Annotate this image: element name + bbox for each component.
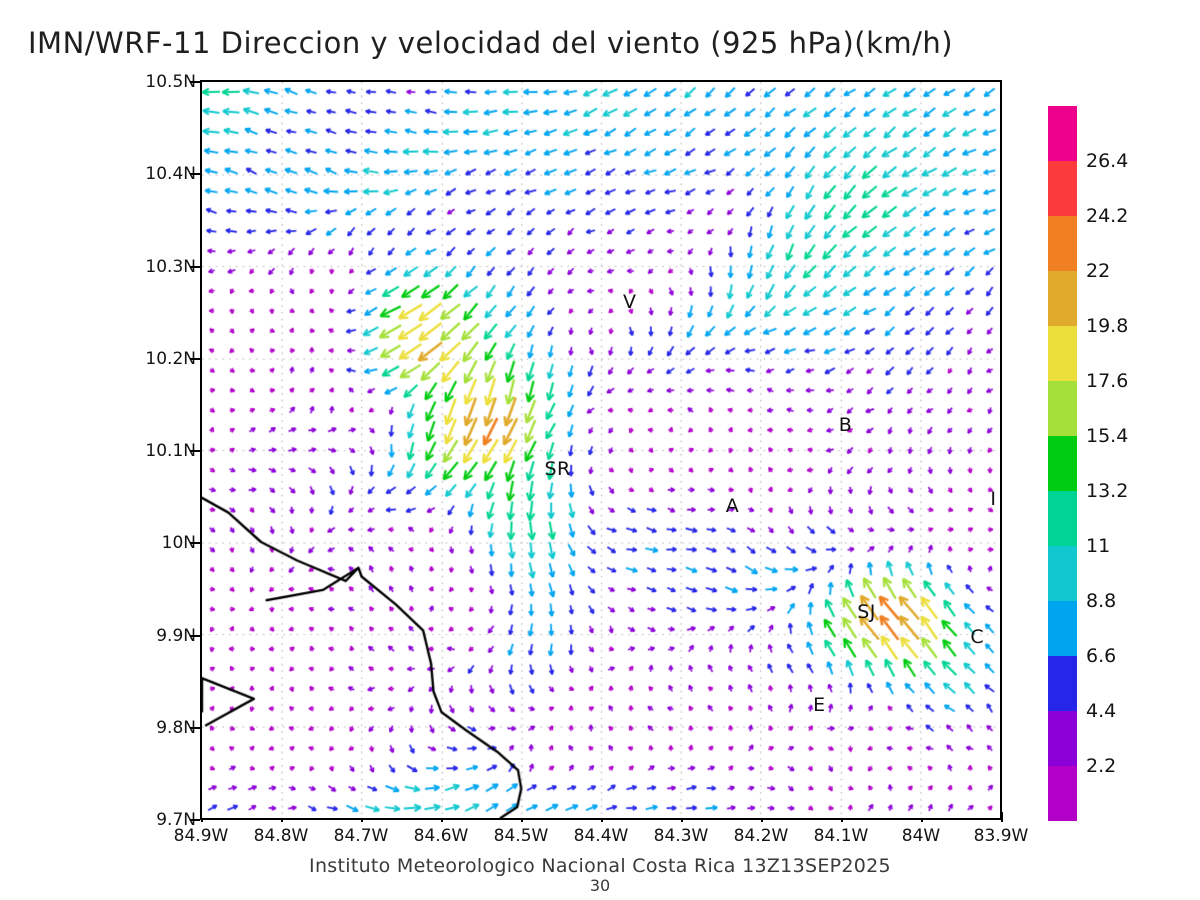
x-tick-label: 84.9W xyxy=(173,826,229,846)
colorbar-band xyxy=(1048,436,1077,491)
colorbar-tick-label: 22 xyxy=(1086,260,1111,282)
colorbar-tick-label: 6.6 xyxy=(1086,645,1117,667)
y-tick-mark xyxy=(190,819,200,821)
colorbar-tick-label: 2.2 xyxy=(1086,755,1117,777)
colorbar-band xyxy=(1048,161,1077,216)
x-tick-label: 84.3W xyxy=(653,826,709,846)
y-tick-label: 10.4N xyxy=(145,164,196,185)
x-tick-label: 83.9W xyxy=(973,826,1029,846)
footer-page-number: 30 xyxy=(589,876,611,895)
colorbar-tick-label: 26.4 xyxy=(1086,150,1129,172)
colorbar-band xyxy=(1048,656,1077,711)
colorbar-tick-label: 24.2 xyxy=(1086,205,1129,227)
x-tick-label: 84.6W xyxy=(413,826,469,846)
x-tick-label: 84.7W xyxy=(333,826,389,846)
y-tick-label: 9.9N xyxy=(156,625,196,646)
colorbar-band xyxy=(1048,601,1077,656)
y-tick-label: 9.8N xyxy=(156,717,196,738)
y-tick-mark xyxy=(190,726,200,729)
colorbar-tick-label: 4.4 xyxy=(1086,700,1117,722)
y-tick-mark xyxy=(190,173,200,176)
colorbar-band xyxy=(1048,546,1077,601)
x-tick-label: 84.4W xyxy=(573,826,629,846)
y-tick-label: 9.7N xyxy=(156,810,196,830)
colorbar-tick-label: 19.8 xyxy=(1086,315,1129,337)
y-tick-mark xyxy=(190,450,200,452)
colorbar-tick-label: 15.4 xyxy=(1086,425,1129,447)
page-title: IMN/WRF-11 Direccion y velocidad del vie… xyxy=(28,26,954,60)
colorbar xyxy=(1048,106,1077,821)
colorbar-band xyxy=(1048,491,1077,546)
y-tick-mark xyxy=(190,265,200,268)
y-tick-label: 10.5N xyxy=(145,72,196,92)
x-tick-label: 84.5W xyxy=(493,826,549,846)
colorbar-band xyxy=(1048,271,1077,326)
colorbar-tick-label: 11 xyxy=(1086,535,1111,557)
map-plot-area[interactable]: V SR B A I SJ C E xyxy=(200,80,1002,820)
footer-institution: Instituto Meteorologico Nacional Costa R… xyxy=(309,855,891,877)
colorbar-band xyxy=(1048,381,1077,436)
x-tick-label: 84.8W xyxy=(253,826,309,846)
colorbar-band xyxy=(1048,326,1077,381)
x-tick-label: 84.1W xyxy=(813,826,869,846)
colorbar-band xyxy=(1048,766,1077,821)
colorbar-band xyxy=(1048,216,1077,271)
x-tick-label: 84W xyxy=(901,826,941,846)
colorbar-tick-label: 13.2 xyxy=(1086,480,1129,502)
y-tick-label: 10.1N xyxy=(145,441,196,461)
coastline-layer xyxy=(202,82,1000,818)
y-tick-label: 10.2N xyxy=(145,348,196,369)
y-tick-mark xyxy=(190,634,200,637)
colorbar-band xyxy=(1048,106,1077,161)
x-tick-label: 84.2W xyxy=(733,826,789,846)
colorbar-tick-label: 8.8 xyxy=(1086,590,1117,612)
y-tick-label: 10N xyxy=(161,533,196,554)
y-tick-mark xyxy=(190,357,200,360)
x-tick-mark xyxy=(1001,812,1003,822)
colorbar-band xyxy=(1048,711,1077,766)
y-tick-mark xyxy=(190,81,200,83)
y-tick-label: 10.3N xyxy=(145,256,196,277)
y-tick-mark xyxy=(190,542,200,545)
colorbar-tick-label: 17.6 xyxy=(1086,370,1129,392)
